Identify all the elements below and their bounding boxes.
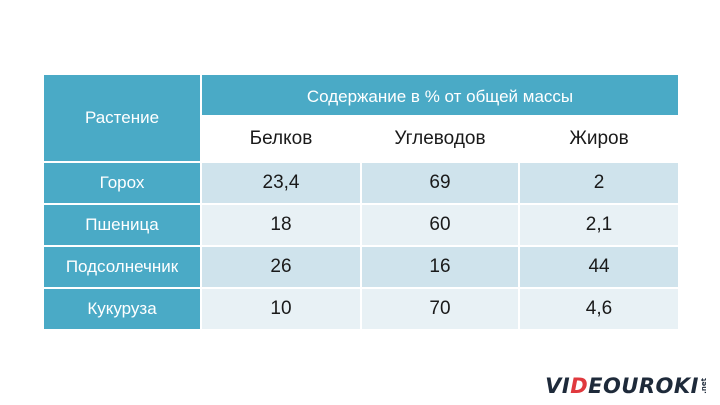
- row-label: Подсолнечник: [42, 245, 202, 289]
- table-row: Пшеница 18 60 2,1: [42, 203, 681, 247]
- table-cell: 2,1: [517, 203, 681, 247]
- corner-header: Растение: [42, 73, 202, 163]
- table-cell: 44: [517, 245, 681, 289]
- table-cell: 16: [360, 245, 520, 289]
- table-row: Горох 23,4 69 2: [42, 161, 681, 205]
- table-cell: 4,6: [517, 287, 681, 331]
- column-header-fats: Жиров: [517, 115, 681, 163]
- column-header-proteins: Белков: [200, 115, 362, 163]
- row-label: Кукуруза: [42, 287, 202, 331]
- videouroki-logo: VIDEOUROKI .net: [545, 373, 708, 399]
- logo-tld: .net: [700, 378, 708, 394]
- table-row: Подсолнечник 26 16 44: [42, 245, 681, 289]
- table-cell: 69: [360, 161, 520, 205]
- table-cell: 70: [360, 287, 520, 331]
- table-row: Кукуруза 10 70 4,6: [42, 287, 681, 331]
- table-cell: 2: [517, 161, 681, 205]
- row-label: Пшеница: [42, 203, 202, 247]
- table-cell: 26: [200, 245, 362, 289]
- table-cell: 10: [200, 287, 362, 331]
- logo-wordmark: VIDEOUROKI: [545, 374, 699, 398]
- group-header: Содержание в % от общей массы: [199, 73, 681, 117]
- column-header-carbohydrates: Углеводов: [360, 115, 520, 163]
- table-cell: 60: [360, 203, 520, 247]
- table-cell: 23,4: [200, 161, 362, 205]
- table-cell: 18: [200, 203, 362, 247]
- nutrition-table: Растение Содержание в % от общей массы Б…: [42, 73, 681, 331]
- row-label: Горох: [42, 161, 202, 205]
